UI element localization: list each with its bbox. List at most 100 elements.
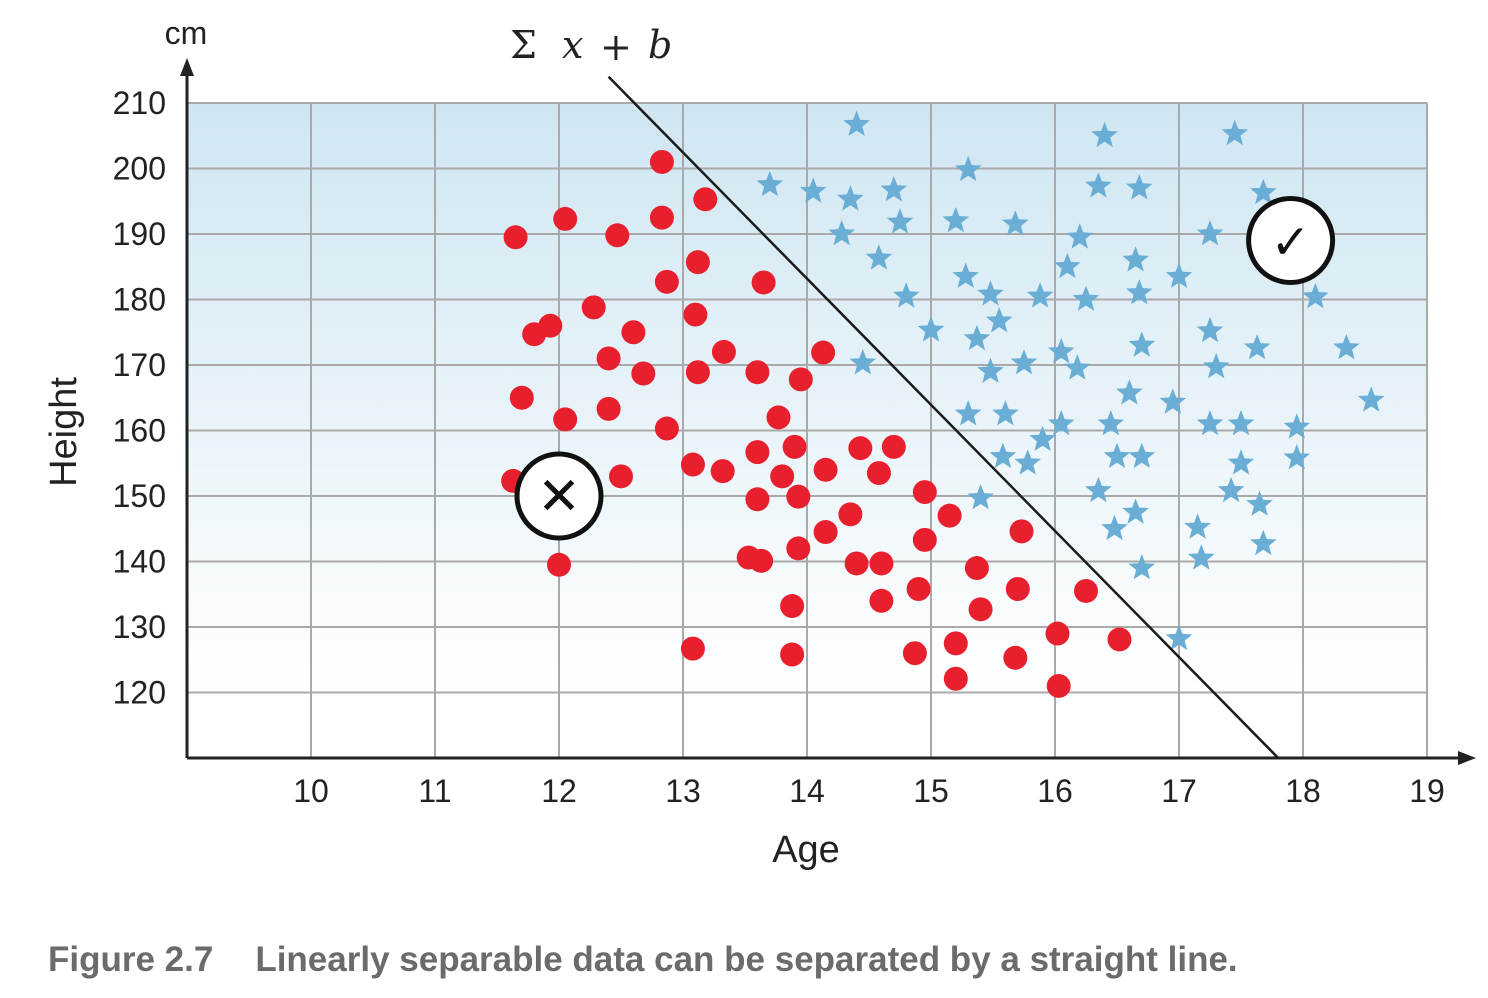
data-point-star <box>1246 490 1273 516</box>
data-point-star <box>1014 449 1041 475</box>
x-tick-label: 11 <box>418 773 451 809</box>
data-point-star <box>1227 409 1255 436</box>
data-point-circle <box>621 320 646 345</box>
y-axis-arrow-icon <box>180 58 194 76</box>
x-tick-label: 15 <box>913 773 949 809</box>
data-point-circle <box>1074 578 1098 603</box>
data-point-circle <box>813 520 838 545</box>
data-point-circle <box>553 407 578 432</box>
y-tick-label: 170 <box>113 347 166 383</box>
data-point-circle <box>749 548 774 573</box>
data-point-star <box>799 177 827 203</box>
data-point-star <box>837 185 864 211</box>
data-point-circle <box>710 459 735 484</box>
data-point-star <box>1128 442 1156 468</box>
data-point-circle <box>596 346 621 371</box>
equation-b: b <box>648 23 672 67</box>
data-point-circle <box>503 225 528 250</box>
data-point-star <box>1128 554 1156 580</box>
equation-sigma: Σ <box>510 23 537 67</box>
y-tick-labels: 120 130 140 150 160 170 180 190 200 210 <box>113 85 166 711</box>
data-point-circle <box>813 457 838 482</box>
data-point-star <box>1072 285 1100 311</box>
data-point-star <box>1047 409 1075 436</box>
x-tick-label: 19 <box>1409 773 1445 809</box>
y-tick-label: 150 <box>113 478 166 514</box>
x-axis-label: Age <box>772 829 840 871</box>
y-tick-label: 190 <box>113 216 166 252</box>
data-point-star <box>828 220 855 246</box>
data-point-circle <box>654 269 679 294</box>
data-point-circle <box>906 577 931 602</box>
data-point-circle <box>609 464 633 489</box>
data-point-star <box>1250 529 1277 556</box>
y-axis-label: Height <box>43 377 85 487</box>
data-point-circle <box>912 527 937 552</box>
data-point-star <box>942 206 970 233</box>
data-point-circle <box>1046 673 1071 698</box>
data-point-star <box>843 110 870 136</box>
data-point-star <box>1302 282 1329 309</box>
y-tick-label: 210 <box>113 85 166 121</box>
data-point-circle <box>780 594 805 619</box>
data-point-circle <box>685 250 710 275</box>
y-unit-label: cm <box>165 15 208 51</box>
equation-label: Σ x + b <box>510 23 672 69</box>
data-point-star <box>880 176 908 202</box>
data-point-circle <box>786 536 811 561</box>
data-point-circle <box>581 295 606 320</box>
data-point-circle <box>1045 621 1070 646</box>
data-point-circle <box>553 206 578 231</box>
data-point-circle <box>782 434 807 459</box>
data-point-star <box>1165 624 1193 651</box>
data-point-circle <box>745 487 770 512</box>
data-point-circle <box>770 464 795 489</box>
data-point-star <box>1243 334 1271 360</box>
data-point-star <box>1250 178 1277 205</box>
y-tick-label: 160 <box>113 413 166 449</box>
data-point-circle <box>745 360 770 385</box>
data-point-circle <box>786 484 811 509</box>
data-point-star <box>1002 210 1029 236</box>
data-point-circle <box>766 405 791 430</box>
data-point-star <box>1010 349 1038 375</box>
data-point-star <box>1085 172 1112 198</box>
equation-x: x <box>562 23 583 67</box>
caption-text: Linearly separable data can be separated… <box>255 940 1238 979</box>
data-point-star <box>1054 252 1081 279</box>
data-point-circle <box>1107 627 1132 652</box>
data-point-star <box>954 400 982 426</box>
data-point-circle <box>745 440 770 465</box>
x-tick-label: 10 <box>293 773 329 809</box>
data-point-circle <box>693 187 718 212</box>
reject-marker: ✕ <box>514 451 604 541</box>
data-point-star <box>1196 316 1224 343</box>
data-point-star <box>1103 442 1131 468</box>
x-tick-label: 14 <box>789 773 825 809</box>
data-point-star <box>967 484 994 510</box>
accept-marker: ✓ <box>1246 196 1336 286</box>
data-point-star <box>1283 413 1311 439</box>
x-axis-arrow-icon <box>1458 751 1476 765</box>
data-point-circle <box>649 205 674 230</box>
data-point-star <box>963 324 991 351</box>
equation-plus: + <box>600 25 632 69</box>
y-tick-label: 120 <box>113 675 166 711</box>
data-point-star <box>917 316 945 342</box>
data-point-circle <box>711 339 736 364</box>
data-point-circle <box>654 416 679 441</box>
data-point-star <box>1165 262 1193 288</box>
data-point-circle <box>848 436 873 461</box>
data-point-star <box>954 155 982 182</box>
decision-boundary-line <box>607 75 1280 759</box>
data-point-circle <box>943 631 968 656</box>
data-point-star <box>1217 476 1245 503</box>
data-point-star <box>1126 279 1153 305</box>
y-tick-label: 130 <box>113 609 166 645</box>
data-point-star <box>952 262 979 288</box>
data-point-circle <box>596 396 621 421</box>
data-point-star <box>1196 409 1224 436</box>
data-point-star <box>1283 444 1311 470</box>
data-point-circle <box>943 666 968 691</box>
data-point-circle <box>680 452 705 477</box>
